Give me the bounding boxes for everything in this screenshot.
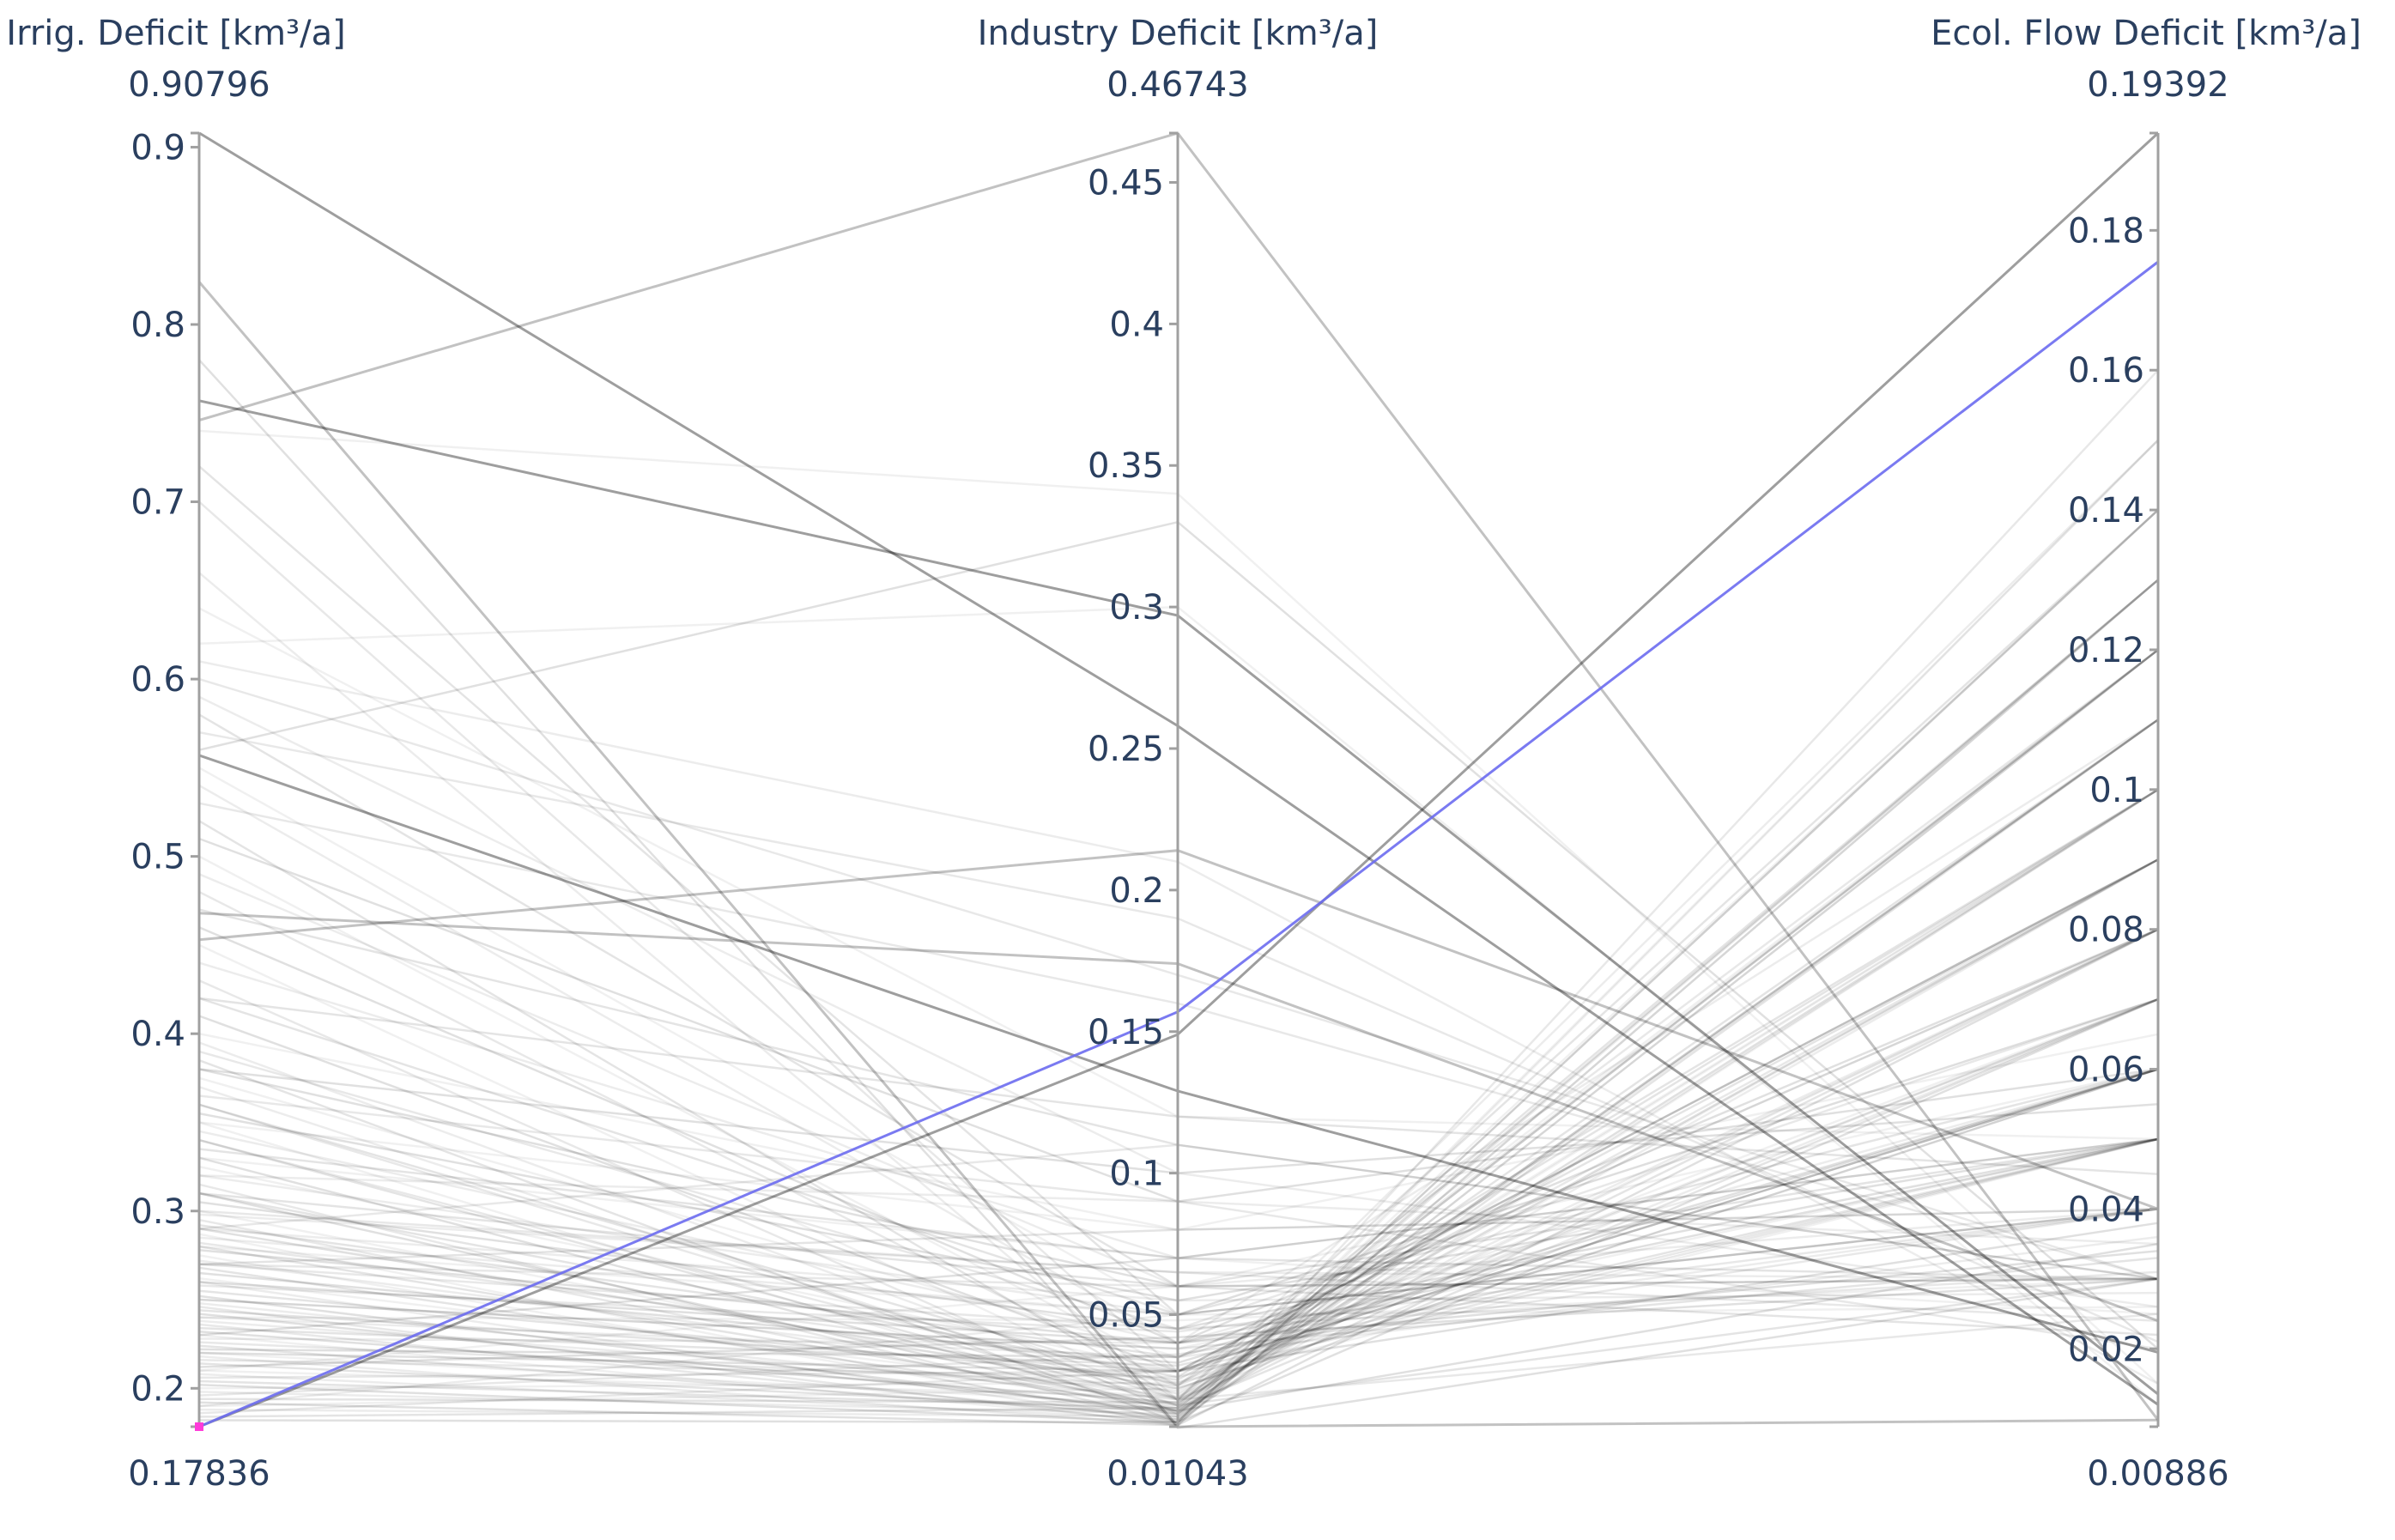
- tick-label: 0.4: [130, 1015, 185, 1054]
- axis-1[interactable]: 0.2 0.3 0.4 0.5 0.6 0.7 0.8 0.9 Irrig. Deficit […: [6, 14, 345, 1494]
- tick-label: 0.02: [2068, 1330, 2144, 1369]
- axis-3[interactable]: 0.02 0.04 0.06 0.08 0.1 0.12 0.14 0.16 0.18 Ecol.…: [1931, 14, 2362, 1494]
- tick-label: 0.18: [2068, 211, 2144, 251]
- tick-label: 0.1: [1109, 1155, 1164, 1194]
- tick-label: 0.6: [130, 660, 185, 700]
- tick-label: 0.04: [2068, 1190, 2144, 1229]
- axis-title[interactable]: Irrig. Deficit [km³/a]: [6, 14, 345, 53]
- axis-min-label: 0.17836: [128, 1454, 270, 1494]
- tick-label: 0.1: [2089, 771, 2144, 810]
- tick-label: 0.12: [2068, 631, 2144, 670]
- tick-label: 0.05: [1088, 1296, 1164, 1336]
- tick-label: 0.25: [1088, 730, 1164, 769]
- tick-label: 0.8: [130, 306, 185, 345]
- tick-label: 0.9: [130, 128, 185, 167]
- tick-label: 0.4: [1109, 305, 1164, 344]
- axis-2[interactable]: 0.05 0.1 0.15 0.2 0.25 0.3 0.35 0.4 0.45 Industry…: [978, 14, 1379, 1494]
- axis-title[interactable]: Ecol. Flow Deficit [km³/a]: [1931, 14, 2362, 53]
- tick-label: 0.15: [1088, 1013, 1164, 1052]
- axis-max-label: 0.19392: [2087, 65, 2228, 105]
- axis-max-label: 0.90796: [128, 65, 270, 105]
- tick-label: 0.14: [2068, 491, 2144, 531]
- tick-label: 0.7: [130, 483, 185, 523]
- tick-label: 0.16: [2068, 351, 2144, 391]
- tick-label: 0.2: [1109, 871, 1164, 911]
- tick-label: 0.35: [1088, 446, 1164, 486]
- axis-title[interactable]: Industry Deficit [km³/a]: [978, 14, 1379, 53]
- axis-max-label: 0.46743: [1107, 65, 1248, 105]
- tick-label: 0.45: [1088, 163, 1164, 203]
- axis-min-label: 0.00886: [2087, 1454, 2228, 1494]
- tick-label: 0.2: [130, 1369, 185, 1409]
- tick-label: 0.3: [1109, 588, 1164, 628]
- brush-marker[interactable]: [195, 1422, 203, 1431]
- tick-label: 0.3: [130, 1192, 185, 1232]
- tick-label: 0.5: [130, 838, 185, 877]
- axes: 0.2 0.3 0.4 0.5 0.6 0.7 0.8 0.9 Irrig. Deficit […: [6, 14, 2362, 1494]
- axis-min-label: 0.01043: [1107, 1454, 1248, 1494]
- tick-label: 0.08: [2068, 911, 2144, 950]
- tick-label: 0.06: [2068, 1051, 2144, 1090]
